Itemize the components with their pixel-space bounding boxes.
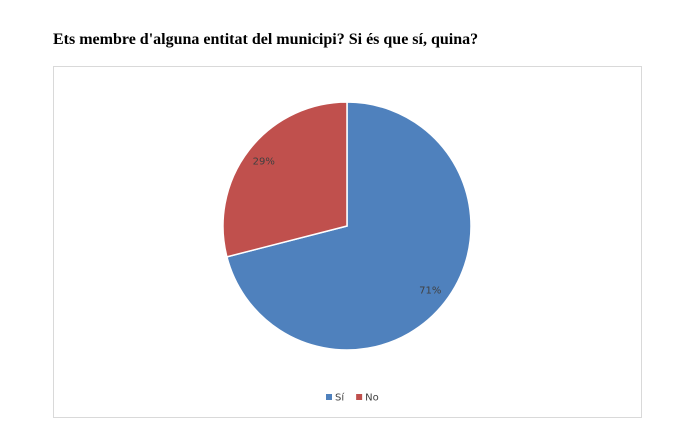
data-label: 29% bbox=[253, 156, 275, 167]
legend-label: No bbox=[365, 393, 379, 404]
pie-slice bbox=[222, 101, 348, 258]
legend-label: Sí bbox=[335, 392, 345, 404]
legend-marker bbox=[356, 394, 363, 400]
chart-title: Ets membre d'alguna entitat del municipi… bbox=[53, 31, 478, 48]
data-label: 71% bbox=[419, 286, 441, 297]
legend-marker bbox=[326, 394, 332, 400]
pie-slice bbox=[225, 101, 472, 351]
